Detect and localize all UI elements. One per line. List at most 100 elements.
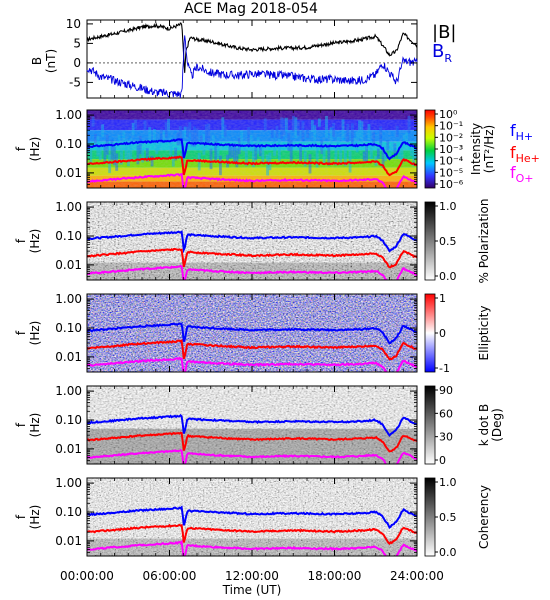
x-tick-label: 24:00:00 [390,569,444,583]
legend-gyro-0: fH+ [510,121,533,143]
gyro-line-1 [87,431,417,453]
panel-ylabel: f [14,238,28,243]
colorbar-tick-label: -1 [439,362,450,375]
colorbar-unit: (Deg) [490,408,504,442]
colorbar-tick-label: 10⁻⁴ [439,155,464,168]
colorbar [424,109,436,189]
panel-ylabel: f [14,514,28,519]
gyro-line-0 [87,230,417,254]
y-tick-label: 0.10 [55,137,82,151]
panel-spectrogram-4: 1.00 0.10 0.01 f (Hz) 90 60 30 0 k dot B (Deg) [14,384,504,467]
gyro-line-0 [87,322,417,345]
panel-yunit: (Hz) [28,137,42,162]
colorbar-unit: (nT²/Hz) [482,125,496,173]
colorbar-label: % Polarization [477,199,491,284]
spectrogram-image [87,202,417,280]
colorbar [424,293,436,373]
legend-gyro-2: fO+ [510,163,534,185]
gyro-line-1 [87,155,417,177]
gyro-line-1 [87,523,417,545]
gyro-line-0 [87,413,417,437]
panel-b-ylabel: B [30,57,44,65]
panel-yunit: (Hz) [28,505,42,530]
gyro-line-2 [87,172,417,188]
colorbar-tick-label: 0 [439,454,446,467]
colorbar-tick-label: 10⁻¹ [439,120,463,133]
colorbar-tick-label: 0.0 [439,546,457,559]
colorbar-tick-label: 0.5 [439,511,457,524]
y-tick-label: 1.00 [55,384,82,398]
x-tick-label: 00:00:00 [60,569,114,583]
y-tick-label: 0.10 [55,229,82,243]
panel-yunit: (Hz) [28,321,42,346]
colorbar-tick-label: 60 [439,407,453,420]
gyro-line-2 [87,356,417,372]
panel-ylabel: f [14,330,28,335]
legend-b-magnitude: |B| [432,22,456,43]
x-tick-label: 06:00:00 [143,569,197,583]
colorbar-tick-label: 10⁰ [439,108,458,121]
colorbar-label: Coherency [477,485,491,549]
y-tick-label: 0.01 [55,442,82,456]
y-tick-label: 1.00 [55,108,82,122]
gyro-line-2 [87,264,417,280]
y-tick-label: 0.01 [55,258,82,272]
gyro-line-1 [87,339,417,361]
panel-yunit: (Hz) [28,413,42,438]
panel-yunit: (Hz) [28,229,42,254]
series-line-1 [86,35,418,98]
y-tick-label: 5 [73,36,81,50]
panel-ylabel: f [14,422,28,427]
colorbar-tick-label: 0 [439,327,446,340]
y-tick-label: 1.00 [55,476,82,490]
panel-b-frame [86,19,418,99]
spectrogram-image [87,478,417,556]
y-tick-label: 1.00 [55,200,82,214]
spectrogram-image [87,294,417,372]
colorbar [424,477,436,557]
y-tick-label: 0.01 [55,166,82,180]
x-axis: 00:00:00 06:00:00 12:00:00 18:00:00 24:00:00… [60,20,444,597]
colorbar [424,385,436,465]
gyro-line-2 [87,539,417,556]
panel-spectrogram-1: 1.00 0.10 0.01 f (Hz) 10⁰10⁻¹10⁻²10⁻³10⁻⁴10⁻⁵… [14,108,540,191]
x-axis-label: Time (UT) [222,583,282,597]
chart-title: ACE Mag 2018-054 [184,1,318,17]
panel-spectrogram-3: 1.00 0.10 0.01 f (Hz) 1 0 -1 Ellipticity [14,292,491,375]
colorbar-tick-label: 0.5 [439,235,457,248]
colorbar-tick-label: 10⁻⁵ [439,166,463,179]
panel-spectrogram-2: 1.00 0.10 0.01 f (Hz) 1.0 0.5 0.0 % Polarization [14,199,491,284]
colorbar-tick-label: 10⁻⁶ [439,178,464,191]
gyro-line-0 [87,505,417,529]
panel-ylabel: f [14,146,28,151]
colorbar-tick-label: 90 [439,384,453,397]
panel-spectrogram-5: 1.00 0.10 0.01 f (Hz) 1.0 0.5 0.0 Coherency [14,476,491,559]
y-tick-label: 10 [66,17,81,31]
colorbar-label: Intensity [469,123,483,175]
series-line-0 [86,22,418,73]
y-tick-label: 0 [73,56,81,70]
panel-b-field: ACE Mag 2018-054 10 5 0 -5 B (nT) |B| BR [30,1,456,99]
spectrogram-image [87,386,417,464]
colorbar-tick-label: 1.0 [439,200,457,213]
gyro-line-2 [87,448,417,464]
y-tick-label: -5 [69,75,81,89]
x-tick-label: 12:00:00 [225,569,279,583]
colorbar-tick-label: 0.0 [439,270,457,283]
legend-b-radial: BR [432,41,452,65]
x-tick-label: 18:00:00 [308,569,362,583]
y-tick-label: 0.10 [55,413,82,427]
colorbar-label: Ellipticity [477,306,491,361]
colorbar-tick-label: 10⁻³ [439,143,463,156]
panel-b-yunit: (nT) [44,49,58,73]
colorbar-tick-label: 30 [439,431,453,444]
y-tick-label: 0.01 [55,534,82,548]
colorbar-tick-label: 10⁻² [439,131,463,144]
colorbar-tick-label: 1 [439,292,446,305]
colorbar [424,201,436,281]
y-tick-label: 1.00 [55,292,82,306]
y-tick-label: 0.01 [55,350,82,364]
gyro-line-1 [87,248,417,269]
colorbar-tick-label: 1.0 [439,476,457,489]
